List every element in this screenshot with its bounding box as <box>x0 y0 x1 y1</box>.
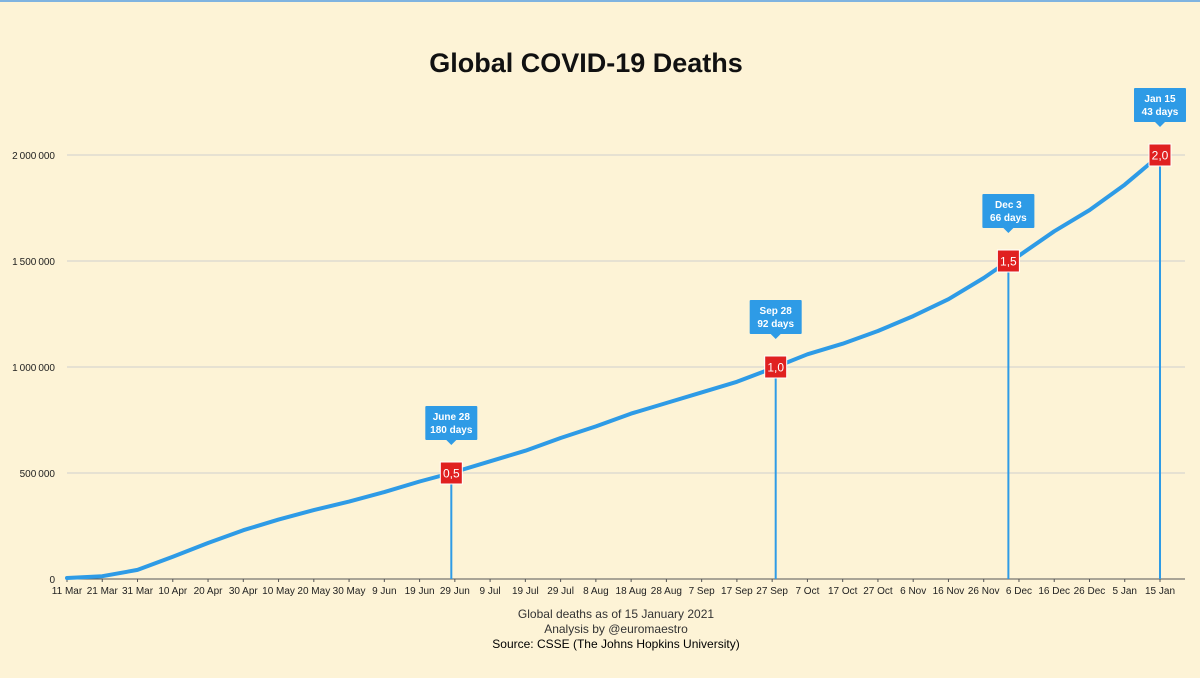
y-tick-label: 2 000 000 <box>12 151 55 162</box>
x-tick-label: 9 Jul <box>480 586 501 597</box>
milestone-callout-pointer <box>1155 122 1165 127</box>
x-tick-label: 10 Apr <box>158 586 188 597</box>
x-tick-label: 31 Mar <box>122 586 154 597</box>
data-point <box>206 541 210 545</box>
data-point <box>65 576 69 580</box>
milestone-callout-days: 92 days <box>757 319 794 330</box>
milestone-callout <box>982 194 1035 228</box>
milestone-callout-pointer <box>1003 228 1014 233</box>
footer-source: Source: CSSE (The Johns Hopkins Universi… <box>492 637 740 651</box>
data-point <box>946 297 950 301</box>
data-point <box>241 528 245 532</box>
x-tick-label: 6 Nov <box>900 586 926 597</box>
milestone-callout-pointer <box>446 440 457 445</box>
x-tick-label: 18 Aug <box>616 586 647 597</box>
y-tick-label: 0 <box>49 575 55 586</box>
milestone-callout <box>425 406 478 440</box>
milestone-marker-label: 0,5 <box>443 467 460 481</box>
x-tick-label: 26 Nov <box>968 586 1000 597</box>
x-tick-label: 9 Jun <box>372 586 396 597</box>
milestone-callout-date: Sep 28 <box>760 306 793 317</box>
data-point <box>1052 229 1056 233</box>
data-point <box>382 490 386 494</box>
milestone-marker <box>1148 143 1172 167</box>
milestone-callout-date: Dec 3 <box>995 200 1022 211</box>
data-point <box>594 424 598 428</box>
x-tick-label: 19 Jul <box>512 586 539 597</box>
y-tick-label: 500 000 <box>20 469 56 480</box>
milestone-callout <box>749 300 802 334</box>
data-point <box>1087 208 1091 212</box>
x-tick-label: 17 Oct <box>828 586 858 597</box>
milestone-marker-label: 1,0 <box>767 361 784 375</box>
data-point <box>735 380 739 384</box>
data-point <box>312 508 316 512</box>
data-point <box>982 276 986 280</box>
x-tick-label: 8 Aug <box>583 586 609 597</box>
milestone-marker <box>764 355 788 379</box>
x-tick-label: 19 Jun <box>405 586 435 597</box>
milestone-callout-date: Jan 15 <box>1144 94 1176 105</box>
x-tick-label: 11 Mar <box>52 586 83 597</box>
data-point <box>347 500 351 504</box>
data-point <box>664 401 668 405</box>
x-tick-label: 16 Nov <box>933 586 965 597</box>
x-tick-label: 29 Jun <box>440 586 470 597</box>
x-tick-label: 7 Sep <box>689 586 716 597</box>
x-tick-label: 20 May <box>297 586 330 597</box>
chart-title: Global COVID-19 Deaths <box>429 48 743 78</box>
milestone-callout-days: 66 days <box>990 213 1027 224</box>
x-tick-label: 30 Apr <box>229 586 259 597</box>
x-tick-label: 20 Apr <box>194 586 224 597</box>
milestone-callout-days: 43 days <box>1142 107 1179 118</box>
x-tick-label: 21 Mar <box>87 586 119 597</box>
x-tick-label: 30 May <box>333 586 366 597</box>
x-tick-label: 7 Oct <box>795 586 819 597</box>
y-tick-label: 1 000 000 <box>12 363 55 374</box>
milestone-callout-date: June 28 <box>433 412 471 423</box>
milestone-callout-pointer <box>770 334 781 339</box>
top-border-line <box>0 0 1200 2</box>
line-chart: 0 500 000 1 000 000 1 500 000 2 000 000 11 Ma… <box>12 88 1186 597</box>
data-point <box>277 518 281 522</box>
data-point <box>488 459 492 463</box>
data-point <box>171 555 175 559</box>
footer-author: Analysis by @euromaestro <box>544 622 688 636</box>
x-tick-label: 16 Dec <box>1038 586 1070 597</box>
x-tick-label: 27 Oct <box>863 586 893 597</box>
x-tick-label: 17 Sep <box>721 586 753 597</box>
x-tick-label: 15 Jan <box>1145 586 1175 597</box>
data-point <box>136 568 140 572</box>
chart-footer: Global deaths as of 15 January 2021 Anal… <box>0 607 1200 652</box>
data-point <box>523 449 527 453</box>
data-point <box>911 314 915 318</box>
milestone-marker <box>996 249 1020 273</box>
milestone-marker-label: 2,0 <box>1152 149 1169 163</box>
data-point <box>876 329 880 333</box>
footer-note: Global deaths as of 15 January 2021 <box>517 607 715 621</box>
data-point <box>805 352 809 356</box>
milestone-marker <box>439 461 463 485</box>
x-tick-label: 10 May <box>262 586 295 597</box>
data-point <box>1123 183 1127 187</box>
data-point <box>629 412 633 416</box>
milestone-callout <box>1134 88 1186 122</box>
y-tick-label: 1 500 000 <box>12 257 55 268</box>
x-tick-label: 6 Dec <box>1006 586 1032 597</box>
data-point <box>841 342 845 346</box>
x-tick-label: 28 Aug <box>651 586 682 597</box>
x-tick-label: 5 Jan <box>1113 586 1137 597</box>
milestone-callout-days: 180 days <box>430 425 473 436</box>
data-point <box>100 574 104 578</box>
data-point <box>700 390 704 394</box>
x-tick-label: 26 Dec <box>1074 586 1106 597</box>
data-point <box>418 479 422 483</box>
milestone-marker-label: 1,5 <box>1000 255 1017 269</box>
data-point <box>559 436 563 440</box>
x-tick-label: 27 Sep <box>756 586 788 597</box>
x-tick-label: 29 Jul <box>547 586 574 597</box>
